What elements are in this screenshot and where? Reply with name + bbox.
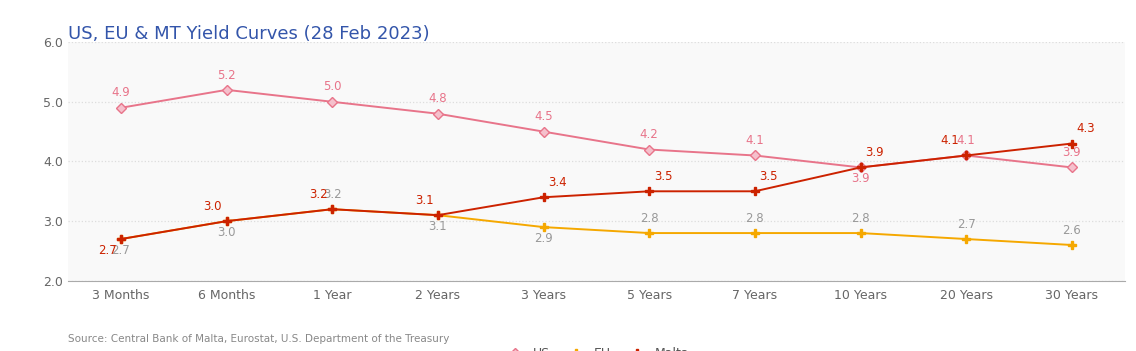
Text: 4.5: 4.5 [534,110,553,123]
Text: 5.0: 5.0 [323,80,342,93]
Text: 4.1: 4.1 [745,134,765,147]
Text: 2.7: 2.7 [111,244,131,257]
Text: 2.7: 2.7 [98,244,117,257]
Text: 4.3: 4.3 [1077,122,1095,135]
Text: 3.9: 3.9 [866,146,884,159]
Text: 3.5: 3.5 [760,170,778,183]
Text: 4.1: 4.1 [941,134,959,147]
Text: 3.2: 3.2 [323,188,342,201]
Text: 5.2: 5.2 [217,68,236,81]
Text: 3.4: 3.4 [549,176,567,189]
Text: 2.8: 2.8 [851,212,870,225]
Text: US, EU & MT Yield Curves (28 Feb 2023): US, EU & MT Yield Curves (28 Feb 2023) [68,25,429,42]
Text: 3.9: 3.9 [1062,146,1081,159]
Legend: US, EU, Malta: US, EU, Malta [499,342,694,351]
Text: 3.0: 3.0 [217,226,236,239]
Text: Source: Central Bank of Malta, Eurostat, U.S. Department of the Treasury: Source: Central Bank of Malta, Eurostat,… [68,334,450,344]
Text: 3.9: 3.9 [851,172,870,185]
Text: 2.8: 2.8 [745,212,765,225]
Text: 3.2: 3.2 [309,188,327,201]
Text: 3.0: 3.0 [203,200,222,213]
Text: 3.5: 3.5 [654,170,673,183]
Text: 2.6: 2.6 [1062,224,1081,237]
Text: 4.8: 4.8 [428,92,448,105]
Text: 3.1: 3.1 [428,220,448,233]
Text: 4.2: 4.2 [640,128,659,141]
Text: 4.1: 4.1 [957,134,976,147]
Text: 2.7: 2.7 [957,218,976,231]
Text: 2.9: 2.9 [534,232,553,245]
Text: 3.1: 3.1 [415,194,433,207]
Text: 4.9: 4.9 [111,86,131,99]
Text: 2.8: 2.8 [640,212,659,225]
